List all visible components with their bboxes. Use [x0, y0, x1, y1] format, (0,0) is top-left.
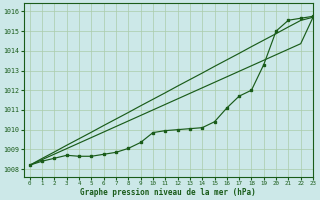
X-axis label: Graphe pression niveau de la mer (hPa): Graphe pression niveau de la mer (hPa)	[80, 188, 256, 197]
